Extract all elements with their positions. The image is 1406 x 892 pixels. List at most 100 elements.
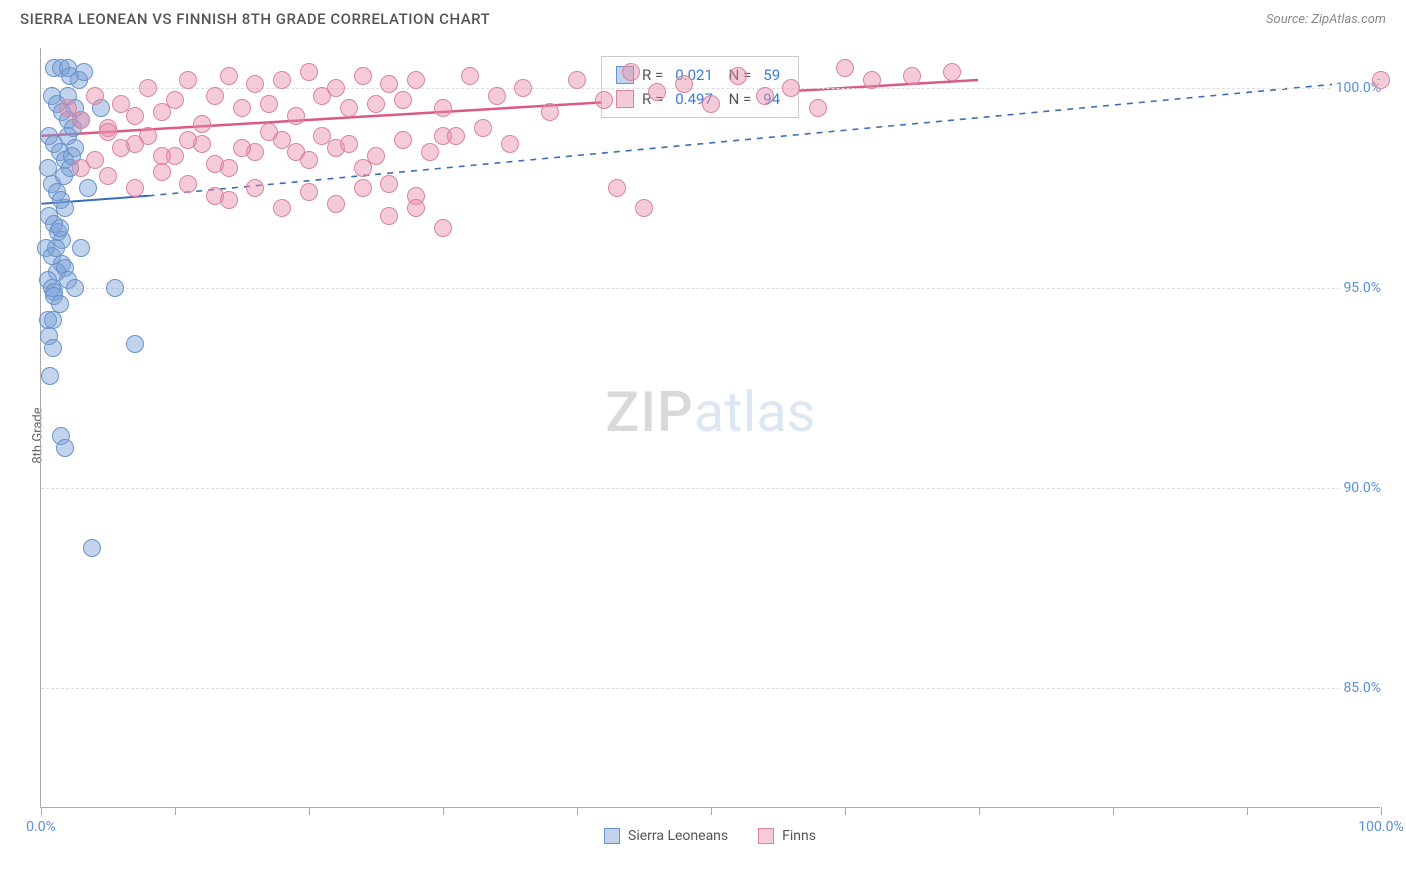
scatter-point (273, 71, 291, 89)
scatter-point (206, 155, 224, 173)
scatter-point (220, 67, 238, 85)
scatter-point (622, 63, 640, 81)
scatter-point (72, 159, 90, 177)
scatter-point (474, 119, 492, 137)
scatter-point (44, 339, 62, 357)
y-tick-label: 90.0% (1339, 480, 1385, 496)
scatter-point (354, 179, 372, 197)
scatter-point (206, 87, 224, 105)
scatter-point (287, 107, 305, 125)
x-tick (41, 807, 42, 815)
scatter-point (179, 175, 197, 193)
scatter-point (56, 199, 74, 217)
watermark: ZIPatlas (605, 379, 815, 445)
scatter-point (246, 179, 264, 197)
x-tick-label: 100.0% (1358, 819, 1403, 835)
scatter-point (943, 63, 961, 81)
scatter-point (541, 103, 559, 121)
watermark-atlas: atlas (694, 379, 816, 445)
scatter-point (139, 79, 157, 97)
scatter-point (568, 71, 586, 89)
y-tick-label: 95.0% (1339, 280, 1385, 296)
scatter-point (300, 63, 318, 81)
scatter-point (126, 135, 144, 153)
scatter-point (153, 163, 171, 181)
scatter-point (193, 115, 211, 133)
n-value: 59 (763, 63, 780, 87)
scatter-point (501, 135, 519, 153)
scatter-point (179, 131, 197, 149)
scatter-point (179, 71, 197, 89)
scatter-point (434, 219, 452, 237)
scatter-point (75, 63, 93, 81)
chart-container: 8th Grade ZIPatlas R = 0.021 N = 59 R = … (40, 48, 1380, 808)
scatter-point (407, 71, 425, 89)
chart-header: SIERRA LEONEAN VS FINNISH 8TH GRADE CORR… (0, 0, 1406, 34)
y-tick-label: 85.0% (1339, 680, 1385, 696)
gridline (41, 688, 1380, 689)
scatter-point (447, 127, 465, 145)
scatter-point (421, 143, 439, 161)
scatter-point (86, 87, 104, 105)
scatter-point (407, 199, 425, 217)
x-tick (845, 807, 846, 815)
x-tick (1113, 807, 1114, 815)
scatter-point (1372, 71, 1390, 89)
trend-lines-svg (41, 48, 1380, 807)
scatter-point (99, 167, 117, 185)
scatter-point (327, 79, 345, 97)
scatter-point (595, 91, 613, 109)
gridline (41, 88, 1380, 89)
watermark-zip: ZIP (605, 379, 693, 445)
scatter-point (648, 83, 666, 101)
legend-swatch (758, 828, 774, 844)
scatter-point (394, 131, 412, 149)
x-tick (711, 807, 712, 815)
stats-row: R = 0.021 N = 59 (616, 63, 784, 87)
scatter-point (166, 91, 184, 109)
x-tick-label: 0.0% (26, 819, 56, 835)
scatter-point (126, 179, 144, 197)
scatter-point (367, 147, 385, 165)
x-tick (1247, 807, 1248, 815)
scatter-point (380, 75, 398, 93)
scatter-point (83, 539, 101, 557)
scatter-point (635, 199, 653, 217)
scatter-point (287, 143, 305, 161)
x-tick (979, 807, 980, 815)
scatter-point (72, 239, 90, 257)
scatter-point (836, 59, 854, 77)
x-tick (175, 807, 176, 815)
scatter-point (72, 111, 90, 129)
scatter-point (608, 179, 626, 197)
scatter-point (863, 71, 881, 89)
scatter-point (206, 187, 224, 205)
scatter-point (340, 135, 358, 153)
scatter-point (675, 75, 693, 93)
scatter-point (47, 239, 65, 257)
scatter-point (394, 91, 412, 109)
scatter-point (99, 123, 117, 141)
scatter-point (246, 75, 264, 93)
plot-area: ZIPatlas R = 0.021 N = 59 R = 0.497 N = … (40, 48, 1380, 808)
scatter-point (461, 67, 479, 85)
scatter-point (51, 295, 69, 313)
bottom-legend-item: Sierra Leoneans (604, 828, 728, 844)
scatter-point (354, 67, 372, 85)
bottom-legend: Sierra Leoneans Finns (604, 828, 816, 844)
scatter-point (59, 127, 77, 145)
scatter-point (79, 179, 97, 197)
legend-label: Sierra Leoneans (628, 828, 728, 844)
scatter-point (126, 335, 144, 353)
bottom-legend-item: Finns (758, 828, 816, 844)
scatter-point (367, 95, 385, 113)
scatter-point (514, 79, 532, 97)
x-tick (309, 807, 310, 815)
scatter-point (434, 99, 452, 117)
scatter-point (260, 123, 278, 141)
scatter-point (782, 79, 800, 97)
chart-title: SIERRA LEONEAN VS FINNISH 8TH GRADE CORR… (20, 10, 490, 28)
scatter-point (729, 67, 747, 85)
scatter-point (756, 87, 774, 105)
n-label: N = (725, 87, 751, 111)
